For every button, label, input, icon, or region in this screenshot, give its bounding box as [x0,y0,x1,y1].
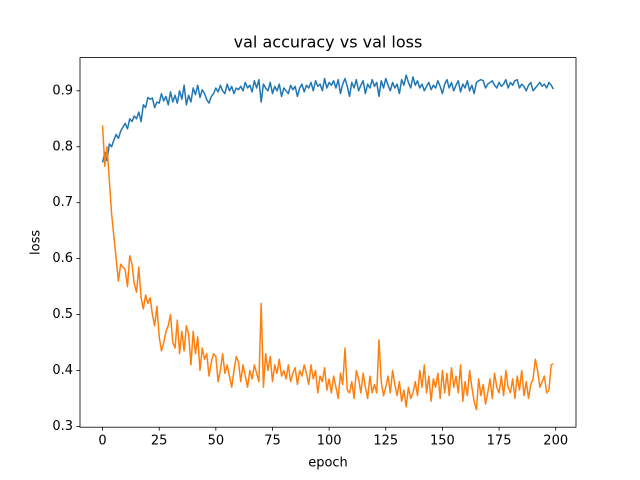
x-tick-label: 150 [430,434,455,449]
y-tick-label: 0.9 [52,83,73,98]
x-tick-label: 0 [98,434,106,449]
x-tick-label: 200 [543,434,568,449]
x-tick-label: 175 [487,434,512,449]
line-series [101,74,555,163]
line-series [101,125,554,411]
x-axis-label: epoch [308,456,348,471]
y-axis-label: loss [29,230,44,255]
y-tick-label: 0.4 [52,363,73,378]
y-tick-label: 0.3 [52,419,73,434]
x-tick-label: 50 [208,434,225,449]
y-tick-label: 0.6 [52,251,73,266]
y-tick-label: 0.7 [52,195,73,210]
y-tick-label: 0.8 [52,139,73,154]
x-tick-label: 75 [264,434,281,449]
x-tick-label: 25 [151,434,168,449]
chart-title: val accuracy vs val loss [234,33,423,52]
y-tick-label: 0.5 [52,307,73,322]
plot-area [101,74,555,411]
axes-frame [79,57,577,428]
x-tick-label: 100 [317,434,342,449]
x-tick-label: 125 [373,434,398,449]
